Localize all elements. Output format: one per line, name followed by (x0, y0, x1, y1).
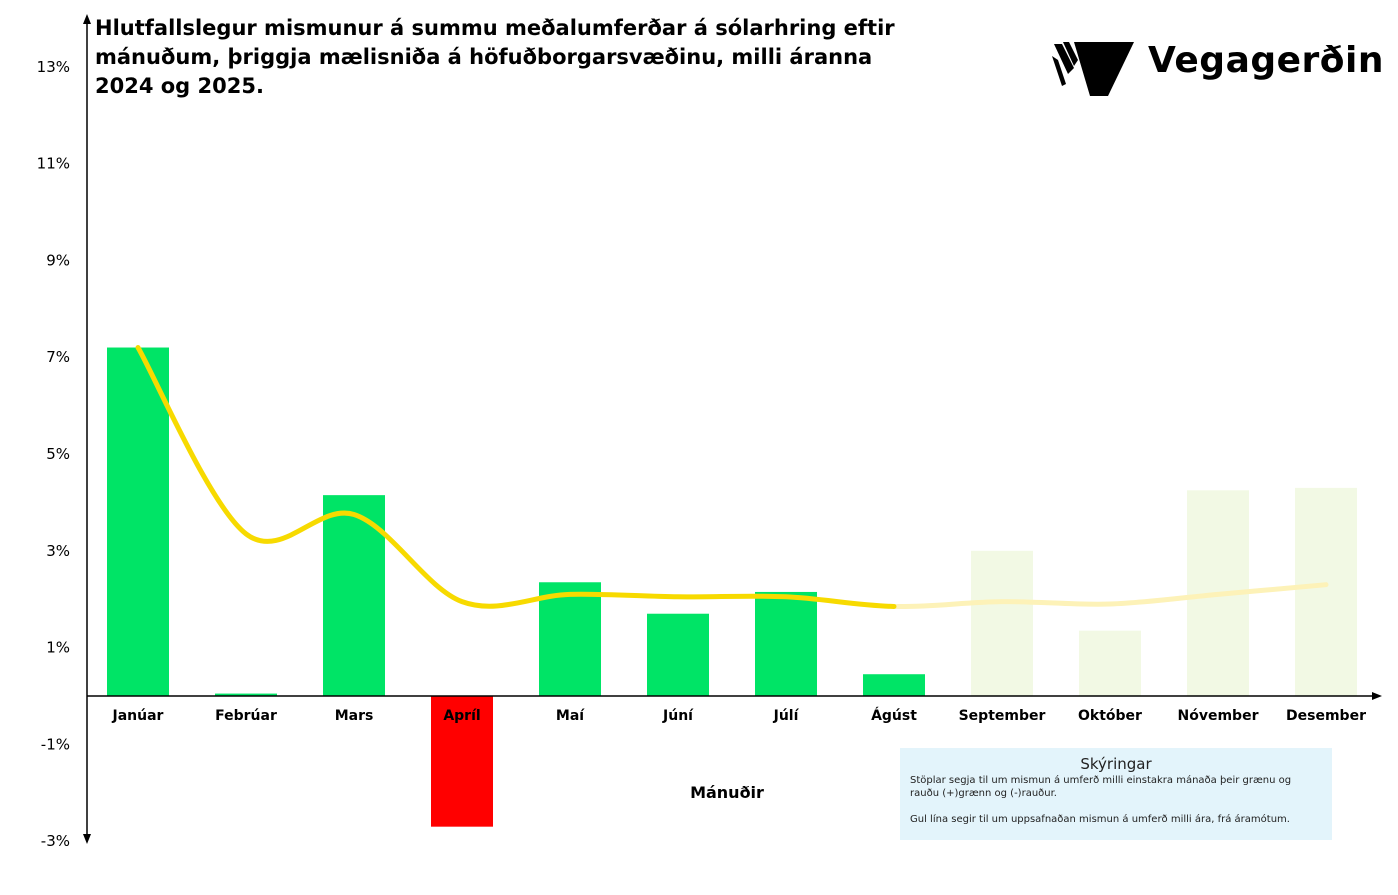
legend-text-bars: Stöplar segja til um mismun á umferð mil… (910, 775, 1292, 799)
bars-group (107, 347, 1357, 827)
bar-júní (647, 613, 709, 696)
chart-title: Hlutfallslegur mismunur á summu meðalumf… (95, 16, 895, 98)
y-axis-arrow-bottom (83, 834, 91, 844)
y-tick-label: 1% (46, 639, 70, 657)
bar-apríl (431, 696, 493, 827)
legend-box: Skýringar Stöplar segja til um mismun á … (900, 748, 1332, 840)
x-tick-label: Mars (335, 708, 374, 724)
x-tick-label: Apríl (443, 708, 480, 724)
cumulative-line-actual (135, 345, 897, 609)
x-ticks-group: Janúar Febrúar Mars Apríl Maí Júní Júlí Ágúst Se… (112, 707, 1367, 724)
bar-október (1079, 630, 1141, 696)
x-tick-label: Nóvember (1178, 708, 1259, 724)
y-ticks-group: 13% 11% 9% 7% 5% 3% 1% -1% -3% (37, 58, 70, 850)
brand-name: Vegagerðin (1148, 40, 1385, 81)
y-axis-arrow-top (83, 14, 91, 24)
bar-desember (1295, 487, 1357, 696)
y-tick-label: 13% (37, 58, 70, 76)
cumulative-line-group (135, 345, 1329, 610)
x-tick-label: Október (1078, 708, 1142, 724)
x-axis-arrow (1372, 692, 1382, 700)
bar-febrúar (215, 693, 277, 696)
bar-júlí (755, 591, 817, 696)
x-tick-label: Júní (662, 708, 694, 724)
bar-ágúst (863, 674, 925, 696)
x-tick-label: Júlí (773, 708, 800, 724)
x-tick-label: Janúar (112, 708, 164, 724)
y-tick-label: 5% (46, 445, 70, 463)
y-tick-label: -3% (41, 832, 70, 850)
x-tick-label: Desember (1286, 708, 1366, 724)
y-tick-label: 9% (46, 251, 70, 269)
y-tick-label: 11% (37, 155, 70, 173)
x-tick-label: Febrúar (215, 708, 277, 724)
cumulative-line-projected (891, 582, 1329, 610)
brand-mark-icon (1052, 42, 1134, 96)
legend-title: Skýringar (1080, 755, 1152, 773)
brand-logo: Vegagerðin (1052, 40, 1384, 98)
x-tick-label: Maí (556, 708, 585, 724)
bar-janúar (107, 347, 169, 696)
x-axis-label: Mánuðir (690, 783, 764, 802)
y-tick-label: 3% (46, 542, 70, 560)
legend-text-line: Gul lína segir til um uppsafnaðan mismun… (910, 814, 1290, 825)
y-tick-label: 7% (46, 348, 70, 366)
bar-september (971, 550, 1033, 696)
x-tick-label: September (959, 708, 1046, 724)
y-tick-label: -1% (41, 735, 70, 753)
x-tick-label: Ágúst (871, 707, 917, 724)
axes-group (83, 14, 1382, 844)
bar-maí (539, 582, 601, 696)
